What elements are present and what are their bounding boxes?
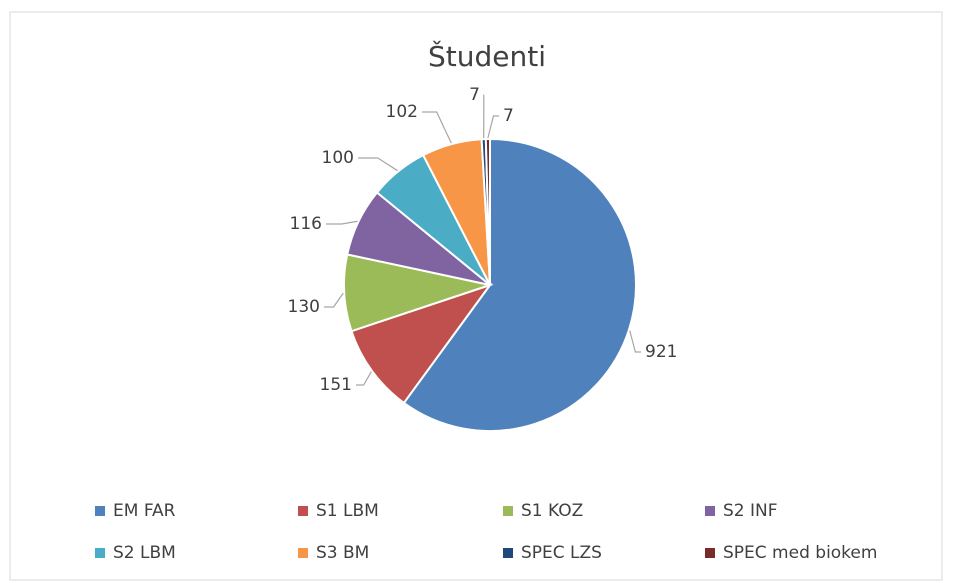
legend-swatch [95, 548, 105, 558]
chart-title: Študenti [428, 39, 546, 73]
data-label: 100 [322, 148, 354, 168]
legend-label: S2 LBM [113, 543, 176, 563]
legend-swatch [298, 548, 308, 558]
legend-label: S3 BM [316, 543, 369, 563]
leader-line [422, 111, 452, 144]
pie-slice [402, 137, 637, 432]
leader-line [629, 330, 641, 353]
legend-swatch [503, 506, 513, 516]
data-label: 116 [290, 214, 322, 234]
legend-swatch [705, 506, 715, 516]
pie-slice [350, 283, 493, 405]
legend-label: SPEC med biokem [723, 543, 877, 563]
legend-swatch [503, 548, 513, 558]
data-label: 7 [503, 106, 514, 126]
data-label: 130 [288, 297, 320, 317]
leader-line [326, 220, 358, 225]
legend-label: SPEC LZS [521, 543, 602, 563]
leader-line [324, 292, 344, 308]
legend-label: S2 INF [723, 501, 778, 521]
legend-label: S1 KOZ [521, 501, 583, 521]
legend-swatch [95, 506, 105, 516]
data-label: 102 [386, 102, 418, 122]
leader-line [358, 157, 398, 172]
legend-swatch [298, 506, 308, 516]
data-label: 151 [320, 375, 352, 395]
data-label: 921 [645, 342, 677, 362]
leader-line [487, 115, 499, 139]
legend-swatch [705, 548, 715, 558]
legend-label: S1 LBM [316, 501, 379, 521]
leader-line [356, 371, 372, 386]
legend-label: EM FAR [113, 501, 176, 521]
pie-slice [484, 137, 491, 286]
data-label: 7 [469, 85, 480, 105]
